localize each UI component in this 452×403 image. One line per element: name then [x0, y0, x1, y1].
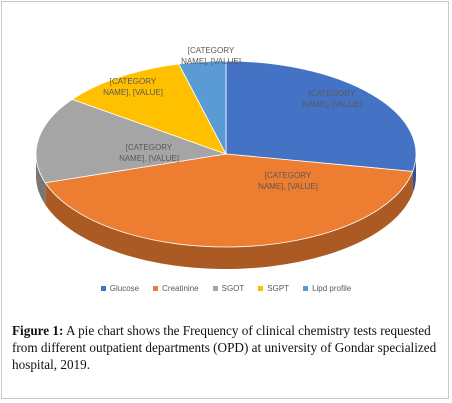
legend-label: SGPT — [267, 284, 290, 293]
pie-slice-lipd-profile — [178, 60, 227, 155]
legend-swatch — [258, 286, 264, 291]
data-label-sgpt: [CATEGORY NAME], [VALUE] — [103, 77, 163, 97]
data-label-sgot: [CATEGORY NAME], [VALUE] — [119, 143, 179, 163]
legend-item-lipd-profile: Lipd profile — [303, 284, 351, 293]
legend-label: Creatinine — [162, 284, 199, 293]
caption-label: Figure 1: — [12, 323, 64, 338]
legend-swatch — [303, 286, 309, 291]
legend-swatch — [100, 286, 106, 291]
data-label-glucose: [CATEGORY NAME], [VALUE] — [302, 89, 362, 109]
legend-label: SGOT — [221, 284, 245, 293]
pie-side-creatinine — [45, 171, 413, 270]
legend-item-glucose: Glucose — [100, 284, 140, 293]
pie-chart: [CATEGORY NAME], [VALUE] [CATEGORY NAME], [… — [35, 46, 417, 270]
pie-slice-sgpt — [71, 63, 227, 155]
pie-side-sgot — [36, 154, 46, 205]
legend-item-sgpt: SGPT — [258, 284, 289, 293]
legend-label: Lipd profile — [312, 284, 352, 293]
figure-frame: [CATEGORY NAME], [VALUE] [CATEGORY NAME], [… — [1, 1, 449, 399]
pie-slice-creatinine — [44, 153, 414, 248]
pie-slice-sgot — [35, 98, 227, 184]
data-label-creatinine: [CATEGORY NAME], [VALUE] — [258, 171, 318, 191]
legend-item-creatinine: Creatinine — [153, 284, 199, 293]
legend-label: Glucose — [109, 284, 140, 293]
legend-swatch — [153, 286, 159, 291]
caption-text: A pie chart shows the Frequency of clini… — [12, 323, 437, 372]
data-label-lipd-profile: [CATEGORY NAME], [VALUE] — [181, 46, 241, 66]
pie-slice-glucose — [225, 60, 417, 172]
chart-legend: Glucose Creatinine SGOT SGPT Lipd profile — [2, 284, 450, 293]
legend-swatch — [212, 286, 218, 291]
legend-item-sgot: SGOT — [212, 284, 245, 293]
figure-caption: Figure 1: A pie chart shows the Frequenc… — [12, 322, 446, 373]
